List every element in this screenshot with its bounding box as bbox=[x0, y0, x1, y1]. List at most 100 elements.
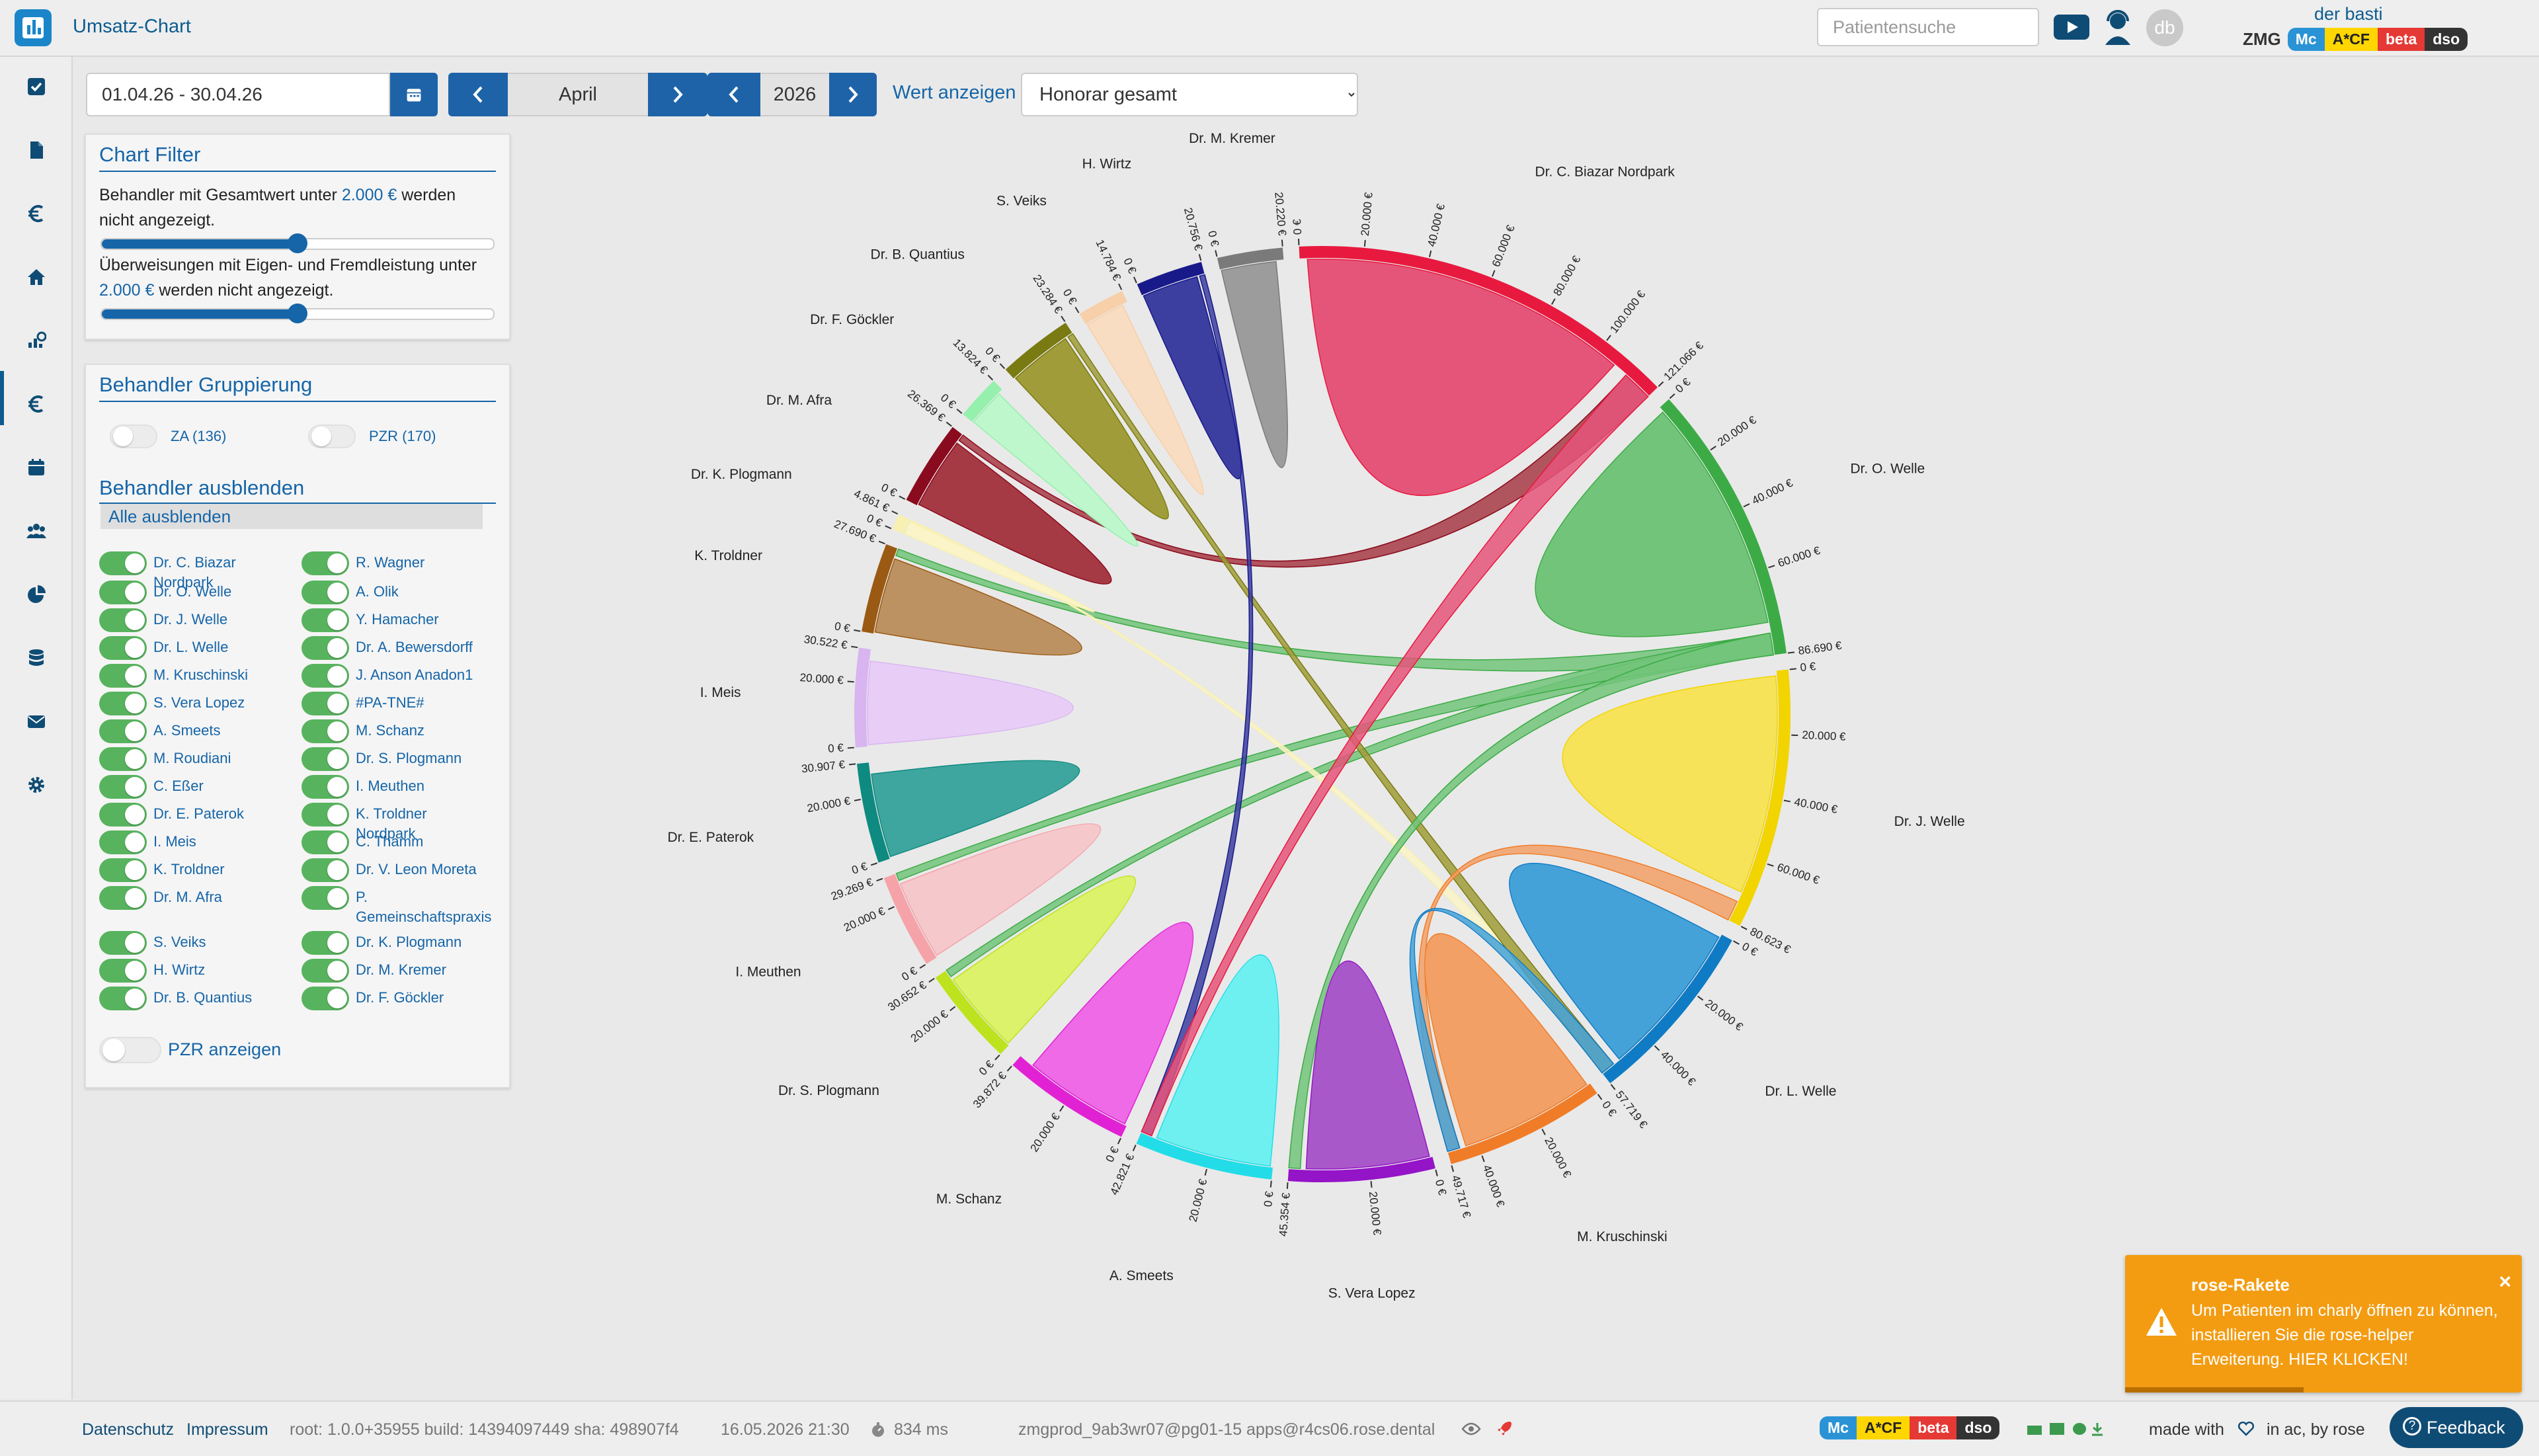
pie-chart-icon[interactable] bbox=[26, 585, 46, 604]
toggle-treater[interactable] bbox=[99, 803, 147, 827]
min-referral-slider[interactable] bbox=[101, 308, 495, 320]
treater-label: J. Anson Anadon1 bbox=[356, 665, 488, 685]
tick-mark bbox=[892, 511, 898, 514]
document-icon[interactable] bbox=[26, 140, 46, 160]
users-icon[interactable] bbox=[26, 521, 46, 541]
privacy-link[interactable]: Datenschutz bbox=[82, 1420, 174, 1439]
euro-icon[interactable] bbox=[26, 204, 46, 223]
toggle-treater[interactable] bbox=[99, 719, 147, 743]
tick-label: 45.354 € bbox=[1277, 1192, 1293, 1237]
chart-filter-title: Chart Filter bbox=[99, 143, 200, 167]
calendar-picker-button[interactable] bbox=[390, 73, 438, 116]
toggle-pzr-show[interactable] bbox=[99, 1037, 161, 1063]
node-label: S. Veiks bbox=[996, 194, 1047, 209]
toggle-treater[interactable] bbox=[302, 636, 349, 660]
mail-icon[interactable] bbox=[26, 711, 46, 731]
slider-handle[interactable] bbox=[288, 303, 307, 323]
toggle-treater[interactable] bbox=[302, 959, 349, 983]
toggle-treater[interactable] bbox=[302, 830, 349, 854]
calendar-icon[interactable] bbox=[26, 458, 46, 477]
toggle-treater[interactable] bbox=[302, 858, 349, 882]
next-year-button[interactable] bbox=[829, 73, 877, 116]
imprint-link[interactable]: Impressum bbox=[186, 1420, 268, 1439]
patient-search-input[interactable] bbox=[1817, 8, 2039, 46]
date-range-input[interactable] bbox=[86, 73, 390, 116]
support-agent-icon[interactable] bbox=[2101, 7, 2134, 46]
notification-toast[interactable]: rose-Rakete Um Patienten im charly öffne… bbox=[2125, 1255, 2522, 1393]
group-za-label: ZA (136) bbox=[171, 426, 226, 446]
app-logo-icon[interactable] bbox=[15, 9, 52, 46]
database-icon[interactable] bbox=[26, 648, 46, 668]
value-select[interactable]: Honorar gesamt bbox=[1021, 73, 1358, 116]
chord-self[interactable] bbox=[875, 559, 1082, 655]
close-icon[interactable]: × bbox=[2499, 1270, 2511, 1294]
slider-handle[interactable] bbox=[288, 233, 307, 253]
toggle-treater[interactable] bbox=[302, 551, 349, 575]
tick-label: 20.000 € bbox=[908, 1008, 951, 1045]
toggle-treater[interactable] bbox=[99, 959, 147, 983]
toggle-knob bbox=[102, 1039, 125, 1061]
toggle-treater[interactable] bbox=[302, 581, 349, 604]
tick-label: 0 € bbox=[1433, 1178, 1449, 1197]
user-avatar[interactable]: db bbox=[2146, 9, 2183, 46]
toggle-treater[interactable] bbox=[99, 886, 147, 910]
toggle-treater[interactable] bbox=[99, 664, 147, 688]
toggle-treater[interactable] bbox=[99, 987, 147, 1010]
toggle-treater[interactable] bbox=[302, 803, 349, 827]
home-icon[interactable] bbox=[26, 267, 46, 287]
rocket-icon[interactable] bbox=[1496, 1420, 1513, 1437]
eye-icon[interactable] bbox=[1461, 1422, 1481, 1436]
toggle-treater[interactable] bbox=[99, 747, 147, 771]
toggle-knob bbox=[327, 860, 347, 880]
tick-label: 0 € bbox=[865, 512, 885, 530]
toggle-treater[interactable] bbox=[302, 664, 349, 688]
min-total-slider[interactable] bbox=[101, 238, 495, 250]
toggle-group-pzr[interactable] bbox=[308, 425, 356, 448]
user-name[interactable]: der basti bbox=[2314, 4, 2383, 24]
toggle-treater[interactable] bbox=[99, 551, 147, 575]
next-month-button[interactable] bbox=[648, 73, 707, 116]
node-label: K. Troldner bbox=[694, 548, 762, 563]
toggle-treater[interactable] bbox=[302, 931, 349, 955]
toggle-treater[interactable] bbox=[302, 775, 349, 799]
toggle-treater[interactable] bbox=[99, 858, 147, 882]
toggle-treater[interactable] bbox=[302, 886, 349, 910]
toggle-treater[interactable] bbox=[302, 719, 349, 743]
toggle-treater[interactable] bbox=[302, 692, 349, 715]
feedback-button[interactable]: Feedback bbox=[2390, 1407, 2523, 1448]
toggle-treater[interactable] bbox=[302, 987, 349, 1010]
node-label: Dr. F. Göckler bbox=[810, 312, 894, 327]
toggle-treater[interactable] bbox=[99, 581, 147, 604]
filter-text-2-post: werden nicht angezeigt. bbox=[154, 281, 333, 300]
treater-label: H. Wirtz bbox=[153, 960, 286, 980]
toggle-treater[interactable] bbox=[99, 931, 147, 955]
prev-month-button[interactable] bbox=[448, 73, 508, 116]
check-square-icon[interactable] bbox=[26, 77, 46, 97]
hide-all-button[interactable]: Alle ausblenden bbox=[101, 504, 483, 529]
prev-year-button[interactable] bbox=[707, 73, 760, 116]
chart-analytics-icon[interactable] bbox=[26, 331, 46, 350]
toggle-knob bbox=[327, 989, 347, 1008]
tick-label: 40.000 € bbox=[1480, 1163, 1508, 1209]
tick-mark bbox=[1744, 504, 1750, 506]
toggle-treater[interactable] bbox=[99, 636, 147, 660]
toggle-treater[interactable] bbox=[302, 608, 349, 632]
toggle-knob bbox=[125, 888, 145, 908]
tick-mark bbox=[1788, 652, 1794, 653]
gear-icon[interactable] bbox=[26, 775, 46, 795]
toggle-treater[interactable] bbox=[99, 830, 147, 854]
euro-icon[interactable] bbox=[26, 394, 46, 414]
toggle-group-za[interactable] bbox=[110, 425, 157, 448]
toast-message[interactable]: Um Patienten im charly öffnen zu können,… bbox=[2191, 1299, 2502, 1372]
toggle-knob bbox=[327, 749, 347, 769]
toggle-treater[interactable] bbox=[99, 692, 147, 715]
toggle-treater[interactable] bbox=[302, 747, 349, 771]
filter-value-1: 2.000 € bbox=[342, 186, 397, 204]
chord-self[interactable] bbox=[867, 661, 1073, 745]
chevron-left-icon bbox=[727, 85, 741, 104]
toggle-treater[interactable] bbox=[99, 608, 147, 632]
filter-text-1: Behandler mit Gesamtwert unter 2.000 € w… bbox=[99, 182, 496, 233]
toggle-treater[interactable] bbox=[99, 775, 147, 799]
toggle-knob bbox=[125, 553, 145, 573]
video-play-icon[interactable] bbox=[2054, 15, 2089, 40]
